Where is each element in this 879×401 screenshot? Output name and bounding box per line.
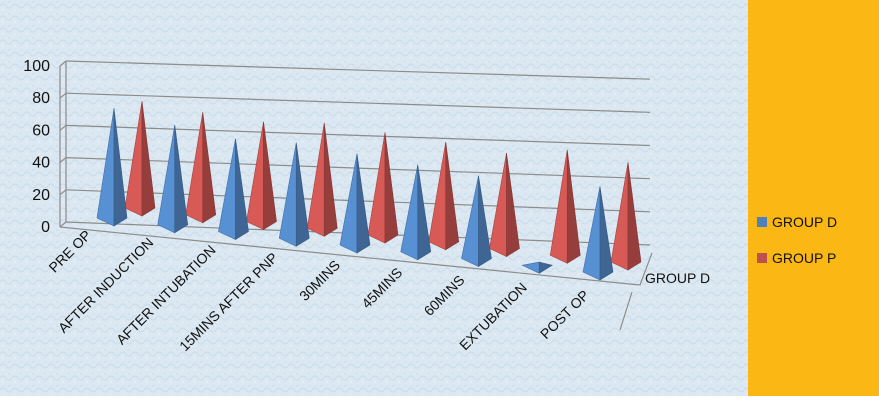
depth-axis-line bbox=[619, 291, 633, 331]
bar-mark bbox=[428, 142, 460, 251]
y-tick-label: 20 bbox=[32, 187, 50, 204]
bar-mark bbox=[582, 186, 614, 281]
bar-mark bbox=[278, 142, 310, 247]
bar-face-right bbox=[235, 138, 249, 241]
gridline-side bbox=[59, 60, 67, 67]
bar-mark bbox=[96, 108, 128, 227]
bar-mark bbox=[157, 125, 189, 234]
bar-face-right bbox=[478, 175, 492, 268]
bar-face-right bbox=[174, 125, 189, 234]
y-tick-label: 60 bbox=[32, 122, 50, 139]
gridline-side bbox=[59, 221, 67, 228]
bar-mark bbox=[246, 121, 277, 231]
bar-face-right bbox=[566, 149, 581, 264]
legend-panel bbox=[748, 0, 879, 396]
gridline-side bbox=[59, 157, 67, 164]
depth-axis-label: GROUP D bbox=[645, 270, 710, 286]
bar-mark bbox=[521, 261, 554, 274]
bar-face-right bbox=[417, 164, 432, 261]
bar-face-right bbox=[141, 101, 156, 217]
gridline bbox=[65, 92, 651, 113]
y-tick-label: 0 bbox=[41, 219, 50, 236]
bar-face-right bbox=[599, 186, 614, 281]
legend-swatch bbox=[757, 217, 767, 227]
bar-mark bbox=[549, 149, 581, 264]
gridline-side bbox=[59, 124, 67, 131]
bar-mark bbox=[124, 101, 156, 217]
bar-mark bbox=[400, 164, 432, 261]
gridline bbox=[65, 60, 651, 80]
bar-mark bbox=[339, 153, 371, 254]
bar-face-right bbox=[506, 153, 520, 258]
floor-edge bbox=[59, 226, 653, 286]
bar-face-right bbox=[627, 162, 642, 271]
bar-mark bbox=[489, 153, 520, 258]
bar-face-right bbox=[295, 142, 310, 247]
gridline-side bbox=[59, 92, 67, 99]
bar-mark bbox=[306, 122, 338, 237]
bar-mark bbox=[367, 132, 399, 244]
bar-mark bbox=[218, 138, 249, 241]
bar-face-right bbox=[384, 132, 399, 244]
bar-mark bbox=[461, 175, 492, 268]
bar-face-right bbox=[263, 121, 277, 231]
bar-face-right bbox=[356, 153, 371, 254]
bar-face-right bbox=[445, 142, 460, 251]
legend-entry: GROUP D bbox=[772, 214, 837, 230]
y-tick-label: 100 bbox=[23, 58, 50, 75]
y-tick-label: 80 bbox=[32, 90, 50, 107]
legend-swatch bbox=[757, 253, 767, 263]
bar-mark bbox=[610, 162, 642, 271]
bar-face-right bbox=[202, 112, 217, 224]
bar-face-right bbox=[323, 122, 338, 237]
legend-entry: GROUP P bbox=[772, 250, 836, 266]
bar-face-right bbox=[113, 108, 128, 227]
bar-mark bbox=[185, 112, 217, 224]
y-tick-label: 40 bbox=[32, 155, 50, 172]
gridline bbox=[65, 124, 651, 147]
bar-face-right bbox=[538, 261, 554, 274]
gridline-side bbox=[59, 189, 67, 196]
